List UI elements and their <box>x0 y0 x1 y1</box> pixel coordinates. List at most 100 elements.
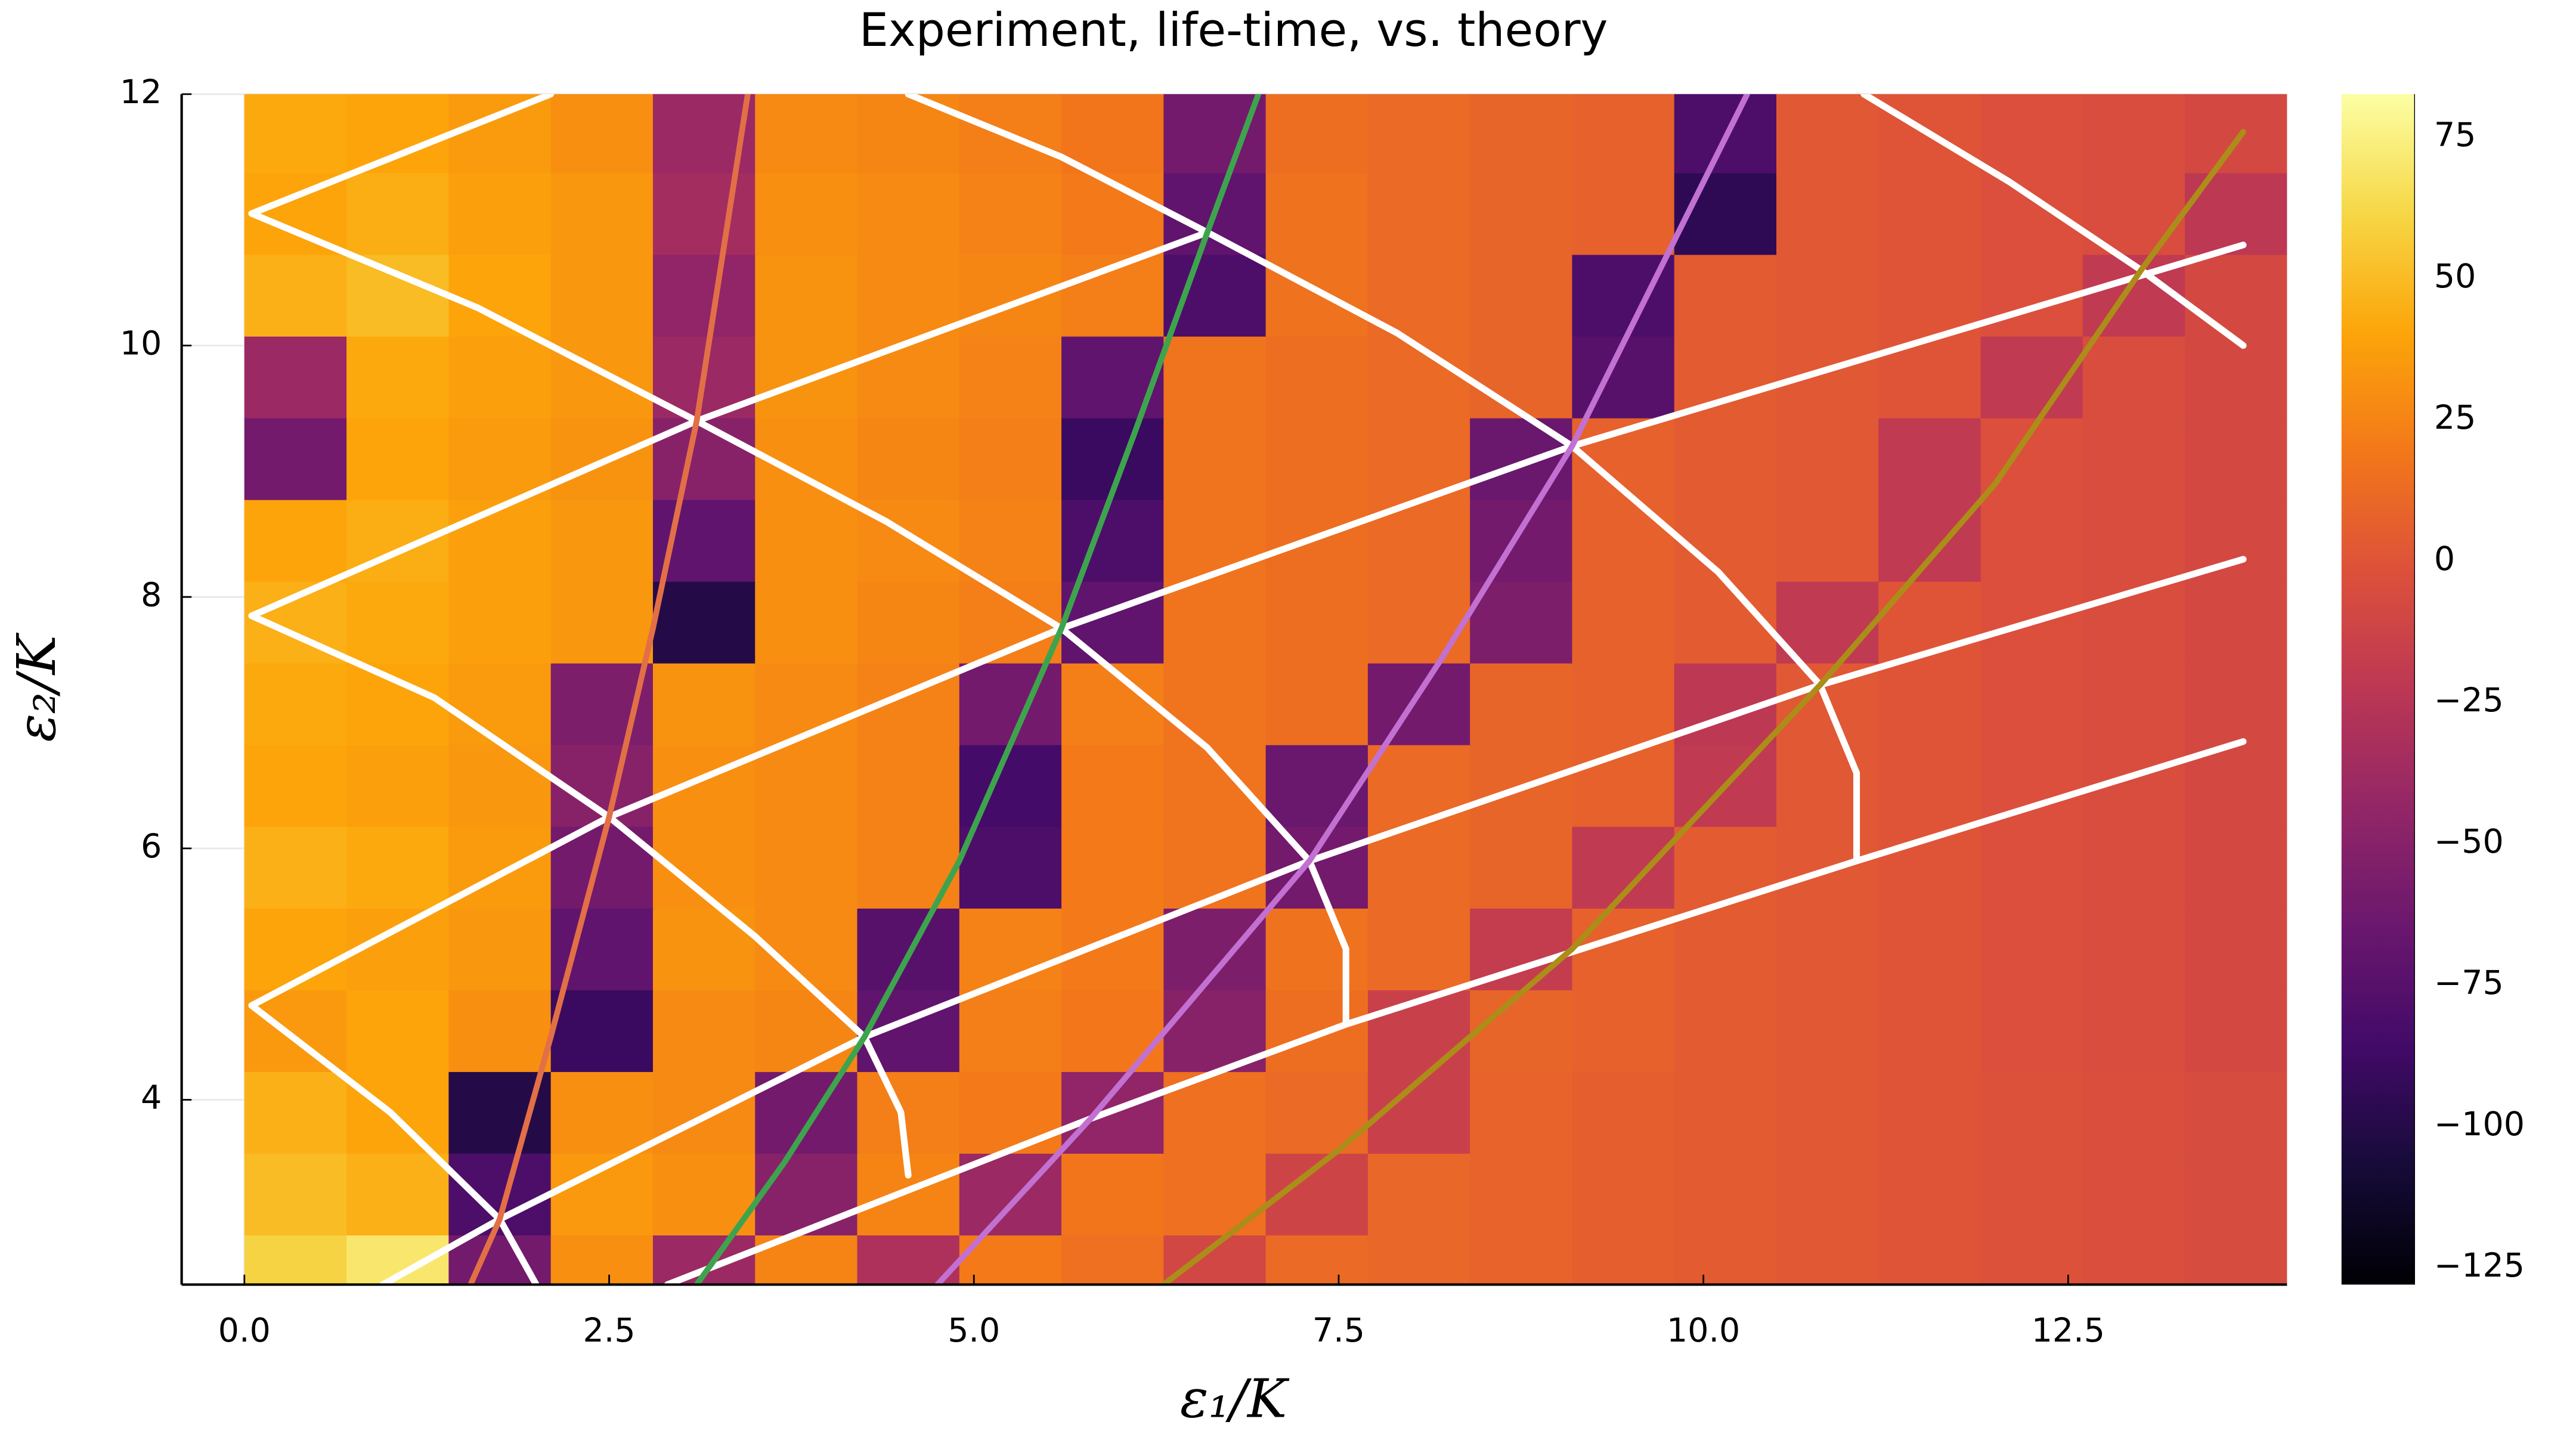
heat-cell <box>1367 908 1471 990</box>
heat-cell <box>1163 417 1267 500</box>
heat-cell <box>550 172 654 255</box>
heat-cell <box>2185 908 2287 990</box>
heat-cell <box>1674 417 1778 500</box>
heat-cell <box>244 254 348 337</box>
heat-cell <box>1163 499 1267 582</box>
heat-cell <box>1980 1071 2084 1154</box>
heat-cell <box>1265 254 1369 337</box>
heat-cell <box>1572 1071 1676 1154</box>
heatmap <box>244 94 2287 1285</box>
heat-cell <box>2082 1153 2186 1236</box>
heat-cell <box>448 254 552 337</box>
theory-curve <box>248 612 912 1179</box>
heat-cell <box>550 1235 654 1285</box>
heat-cell <box>1367 94 1471 174</box>
heat-cell <box>244 1071 348 1154</box>
heat-cell <box>959 990 1063 1072</box>
heat-cell <box>346 336 450 419</box>
heat-cell <box>1265 662 1369 745</box>
heat-cell <box>755 172 859 255</box>
heat-cell <box>1163 662 1267 745</box>
heat-cell <box>346 662 450 745</box>
heat-cell <box>755 499 859 582</box>
y-axis-label: ε₂/K <box>6 632 67 742</box>
heat-cell <box>2185 1153 2287 1236</box>
heat-cell <box>1265 94 1369 174</box>
heat-cell <box>550 990 654 1072</box>
heat-cell <box>857 417 961 500</box>
heat-cell <box>857 336 961 419</box>
heat-cell <box>346 1071 450 1154</box>
heat-cell <box>1878 1153 1982 1236</box>
heat-cell <box>1163 94 1267 174</box>
heat-cell <box>1980 744 2084 827</box>
heat-cell <box>1674 1153 1778 1236</box>
heat-cell <box>1878 908 1982 990</box>
theory-curve <box>379 556 2247 1285</box>
heat-cell <box>1776 908 1880 990</box>
theory-curve <box>467 94 751 1285</box>
heat-cell <box>244 826 348 909</box>
heat-cell <box>2185 990 2287 1072</box>
heat-cell <box>1061 990 1165 1072</box>
heat-cell <box>1980 1235 2084 1285</box>
heat-cell <box>2185 336 2287 419</box>
theory-curve <box>1160 129 2246 1285</box>
heat-cell <box>2082 417 2186 500</box>
heat-cell <box>652 581 756 664</box>
heat-cell <box>1674 172 1778 255</box>
heat-cell <box>857 172 961 255</box>
heat-cell <box>448 662 552 745</box>
heat-cell <box>1061 94 1165 174</box>
heat-cell <box>1878 990 1982 1072</box>
heat-cell <box>1776 172 1880 255</box>
heat-cell <box>1470 1235 1574 1285</box>
heat-cell <box>755 826 859 909</box>
heat-cell <box>244 499 348 582</box>
heat-cell <box>1776 581 1880 664</box>
heat-cell <box>1878 1071 1982 1154</box>
heat-cell <box>857 1071 961 1154</box>
heat-cell <box>244 744 348 827</box>
heat-cell <box>1470 662 1574 745</box>
heat-cell <box>1470 990 1574 1072</box>
heat-cell <box>1470 254 1574 337</box>
heat-cell <box>550 94 654 174</box>
heat-cell <box>755 254 859 337</box>
heat-cell <box>2185 1235 2287 1285</box>
heat-cell <box>959 662 1063 745</box>
heat-cell <box>2185 826 2287 909</box>
theory-curve <box>248 1002 540 1285</box>
heat-cell <box>1470 499 1574 582</box>
heat-cell <box>1163 1153 1267 1236</box>
heat-cell <box>1470 1071 1574 1154</box>
heat-cell <box>1776 1071 1880 1154</box>
heat-cell <box>448 94 552 174</box>
x-tick-label: 5.0 <box>948 1312 1000 1350</box>
heat-cell <box>1572 1235 1676 1285</box>
heat-cell <box>1572 499 1676 582</box>
heat-cell <box>346 581 450 664</box>
heat-cell <box>1878 744 1982 827</box>
heat-cell <box>959 254 1063 337</box>
colorbar-tick-label: −125 <box>2434 1247 2525 1285</box>
heat-cell <box>2185 499 2287 582</box>
heat-cell <box>959 1071 1063 1154</box>
heat-cell <box>1061 1153 1165 1236</box>
heat-cell <box>448 990 552 1072</box>
heat-cell <box>1163 908 1267 990</box>
heat-cell <box>244 1153 348 1236</box>
heat-cell <box>1061 908 1165 990</box>
heat-cell <box>1980 499 2084 582</box>
heat-cell <box>1367 1153 1471 1236</box>
x-tick-label: 10.0 <box>1667 1312 1740 1350</box>
curves <box>248 94 2247 1285</box>
heat-cell <box>1878 1235 1982 1285</box>
heat-cell <box>1776 417 1880 500</box>
heat-cell <box>2082 990 2186 1072</box>
theory-curve <box>1860 94 2247 349</box>
heat-cell <box>755 990 859 1072</box>
heat-cell <box>1776 499 1880 582</box>
heat-cell <box>959 336 1063 419</box>
heat-cell <box>1980 94 2084 174</box>
